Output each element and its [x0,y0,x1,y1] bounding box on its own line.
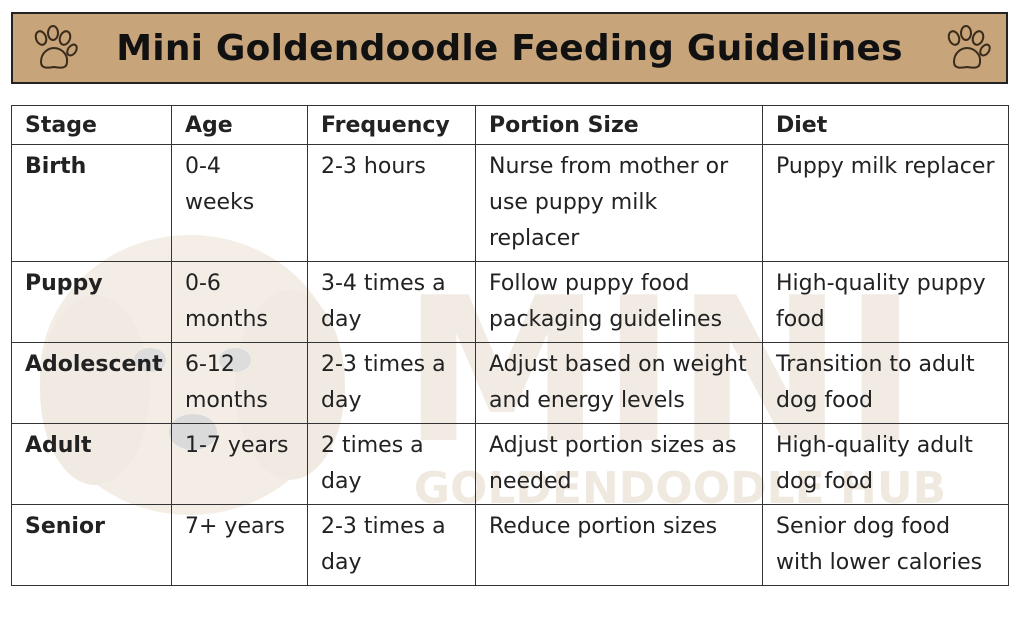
table-row: Adolescent 6-12 months 2-3 times a day A… [11,342,1009,424]
header-portion-size: Portion Size [475,105,763,145]
cell-portion-size: Adjust based on weight and energy levels [475,342,763,424]
cell-age: 6-12 months [171,342,308,424]
paw-print-icon [34,25,78,69]
cell-age: 7+ years [171,504,308,586]
cell-portion-size: Adjust portion sizes as needed [475,423,763,505]
cell-diet: Transition to adult dog food [762,342,1009,424]
cell-portion-size: Reduce portion sizes [475,504,763,586]
cell-stage: Adolescent [11,342,172,424]
table-row: Senior 7+ years 2-3 times a day Reduce p… [11,504,1009,586]
cell-frequency: 2-3 times a day [307,504,476,586]
cell-frequency: 2-3 hours [307,144,476,262]
table-row: Adult 1-7 years 2 times a day Adjust por… [11,423,1009,505]
cell-age: 0-4 weeks [171,144,308,262]
cell-portion-size: Follow puppy food packaging guidelines [475,261,763,343]
cell-stage: Adult [11,423,172,505]
cell-stage: Senior [11,504,172,586]
cell-frequency: 3-4 times a day [307,261,476,343]
cell-diet: Senior dog food with lower calories [762,504,1009,586]
cell-diet: High-quality puppy food [762,261,1009,343]
cell-age: 1-7 years [171,423,308,505]
page-title: Mini Goldendoodle Feeding Guidelines [116,27,903,69]
header-age: Age [171,105,308,145]
table-row: Puppy 0-6 months 3-4 times a day Follow … [11,261,1009,343]
table-row: Birth 0-4 weeks 2-3 hours Nurse from mot… [11,144,1009,262]
cell-stage: Birth [11,144,172,262]
cell-diet: High-quality adult dog food [762,423,1009,505]
cell-stage: Puppy [11,261,172,343]
header-stage: Stage [11,105,172,145]
cell-age: 0-6 months [171,261,308,343]
table-header-row: Stage Age Frequency Portion Size Diet [11,105,1009,145]
cell-frequency: 2-3 times a day [307,342,476,424]
header-frequency: Frequency [307,105,476,145]
cell-frequency: 2 times a day [307,423,476,505]
cell-diet: Puppy milk replacer [762,144,1009,262]
feeding-table: Stage Age Frequency Portion Size Diet Bi… [11,105,1009,586]
paw-print-icon [947,25,991,69]
cell-portion-size: Nurse from mother or use puppy milk repl… [475,144,763,262]
title-banner: Mini Goldendoodle Feeding Guidelines [11,12,1008,84]
header-diet: Diet [762,105,1009,145]
